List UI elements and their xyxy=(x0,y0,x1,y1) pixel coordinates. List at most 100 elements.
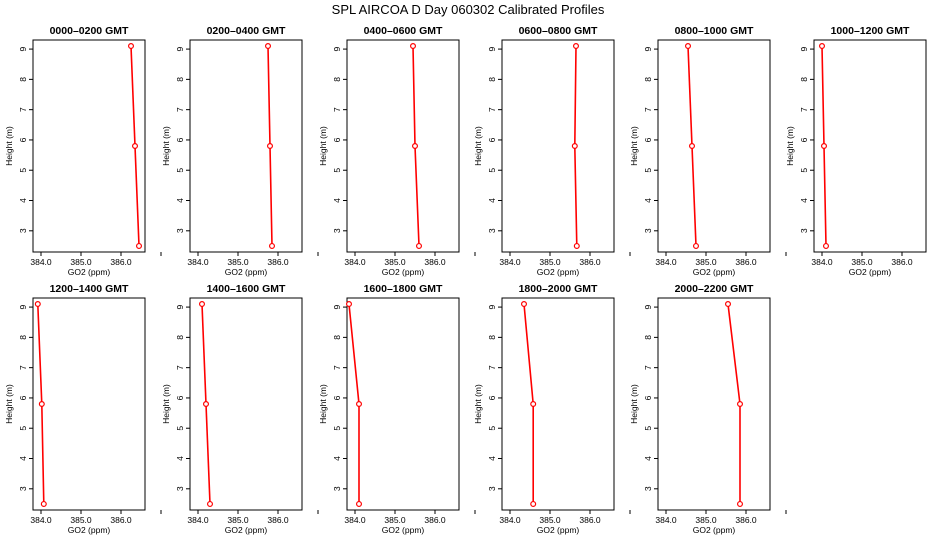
x-tick-label: 384.0 xyxy=(187,257,209,267)
x-axis-label: GO2 (ppm) xyxy=(382,525,425,535)
data-point xyxy=(410,43,417,50)
y-tick-label: 8 xyxy=(487,335,497,340)
data-point xyxy=(269,242,276,249)
y-tick-label: 5 xyxy=(332,168,342,173)
y-tick-label: 6 xyxy=(175,395,185,400)
x-tick-label: 384.0 xyxy=(344,257,366,267)
y-tick-label: 4 xyxy=(18,456,28,461)
y-tick-label: 4 xyxy=(332,198,342,203)
y-tick-label: 3 xyxy=(487,486,497,491)
plot-frame xyxy=(346,297,460,511)
x-tick-label: 385.0 xyxy=(695,257,717,267)
data-point xyxy=(520,301,527,308)
y-tick-label: 7 xyxy=(487,107,497,112)
y-tick-label: 9 xyxy=(175,46,185,51)
data-point xyxy=(34,301,41,308)
x-axis-label: GO2 (ppm) xyxy=(382,267,425,277)
panel-title: 1400–1600 GMT xyxy=(207,283,286,295)
x-tick-label: 386.0 xyxy=(267,515,289,525)
y-tick-label: 5 xyxy=(487,426,497,431)
panel-title: 2000–2200 GMT xyxy=(675,283,754,295)
y-tick-label: 4 xyxy=(175,198,185,203)
y-tick-label: 6 xyxy=(18,137,28,142)
x-axis-label: GO2 (ppm) xyxy=(537,267,580,277)
data-point xyxy=(203,401,210,408)
y-tick-label: 8 xyxy=(799,77,809,82)
x-tick-label: 385.0 xyxy=(384,515,406,525)
y-tick-label: 8 xyxy=(487,77,497,82)
y-tick-label: 9 xyxy=(487,46,497,51)
x-tick-label: 386.0 xyxy=(424,257,446,267)
x-tick-label: 384.0 xyxy=(499,515,521,525)
x-axis-label: GO2 (ppm) xyxy=(225,267,268,277)
x-tick-label: 385.0 xyxy=(695,515,717,525)
data-point xyxy=(688,143,695,150)
y-tick-label: 3 xyxy=(799,228,809,233)
y-tick-label: 9 xyxy=(332,46,342,51)
y-tick-label: 5 xyxy=(175,168,185,173)
data-point xyxy=(136,242,143,249)
x-tick-label: 386.0 xyxy=(424,515,446,525)
y-tick-label: 5 xyxy=(643,426,653,431)
y-tick-label: 6 xyxy=(332,395,342,400)
y-tick-label: 6 xyxy=(18,395,28,400)
y-tick-label: 7 xyxy=(332,107,342,112)
data-point xyxy=(38,401,45,408)
x-tick-label: 386.0 xyxy=(735,257,757,267)
y-tick-label: 8 xyxy=(643,77,653,82)
data-point xyxy=(416,242,423,249)
y-tick-label: 4 xyxy=(175,456,185,461)
y-tick-label: 9 xyxy=(799,46,809,51)
x-axis-label: GO2 (ppm) xyxy=(693,525,736,535)
y-tick-label: 7 xyxy=(175,365,185,370)
x-tick-label: 385.0 xyxy=(384,257,406,267)
y-tick-label: 8 xyxy=(332,77,342,82)
plot-frame xyxy=(32,39,146,253)
y-tick-label: 6 xyxy=(643,137,653,142)
x-tick-label: 384.0 xyxy=(30,257,52,267)
y-tick-label: 5 xyxy=(487,168,497,173)
y-tick-label: 7 xyxy=(332,365,342,370)
y-tick-label: 9 xyxy=(643,46,653,51)
x-tick-label: 384.0 xyxy=(499,257,521,267)
y-axis-label: Height (m) xyxy=(4,126,14,166)
y-tick-label: 9 xyxy=(18,46,28,51)
y-tick-label: 3 xyxy=(18,486,28,491)
data-point xyxy=(267,143,274,150)
y-tick-label: 8 xyxy=(643,335,653,340)
y-axis-label: Height (m) xyxy=(161,126,171,166)
x-tick-label: 384.0 xyxy=(344,515,366,525)
y-tick-label: 4 xyxy=(18,198,28,203)
y-tick-label: 7 xyxy=(643,107,653,112)
x-axis-label: GO2 (ppm) xyxy=(225,525,268,535)
y-tick-label: 7 xyxy=(487,365,497,370)
x-tick-label: 386.0 xyxy=(110,257,132,267)
y-tick-label: 4 xyxy=(332,456,342,461)
y-tick-label: 8 xyxy=(175,335,185,340)
y-tick-label: 4 xyxy=(643,198,653,203)
x-tick-label: 386.0 xyxy=(579,515,601,525)
x-tick-label: 385.0 xyxy=(539,515,561,525)
x-tick-label: 386.0 xyxy=(110,515,132,525)
y-tick-label: 6 xyxy=(175,137,185,142)
data-point xyxy=(265,43,272,50)
panel-title: 0800–1000 GMT xyxy=(675,25,754,37)
plot-frame xyxy=(501,39,615,253)
data-point xyxy=(724,301,731,308)
y-tick-label: 6 xyxy=(487,137,497,142)
x-axis-label: GO2 (ppm) xyxy=(849,267,892,277)
x-tick-label: 386.0 xyxy=(891,257,913,267)
y-tick-label: 6 xyxy=(332,137,342,142)
y-axis-label: Height (m) xyxy=(629,126,639,166)
x-tick-label: 385.0 xyxy=(227,257,249,267)
data-point xyxy=(684,43,691,50)
x-tick-label: 384.0 xyxy=(811,257,833,267)
y-tick-label: 5 xyxy=(175,426,185,431)
panel-title: 1000–1200 GMT xyxy=(831,25,910,37)
data-point xyxy=(573,242,580,249)
y-tick-label: 9 xyxy=(18,304,28,309)
